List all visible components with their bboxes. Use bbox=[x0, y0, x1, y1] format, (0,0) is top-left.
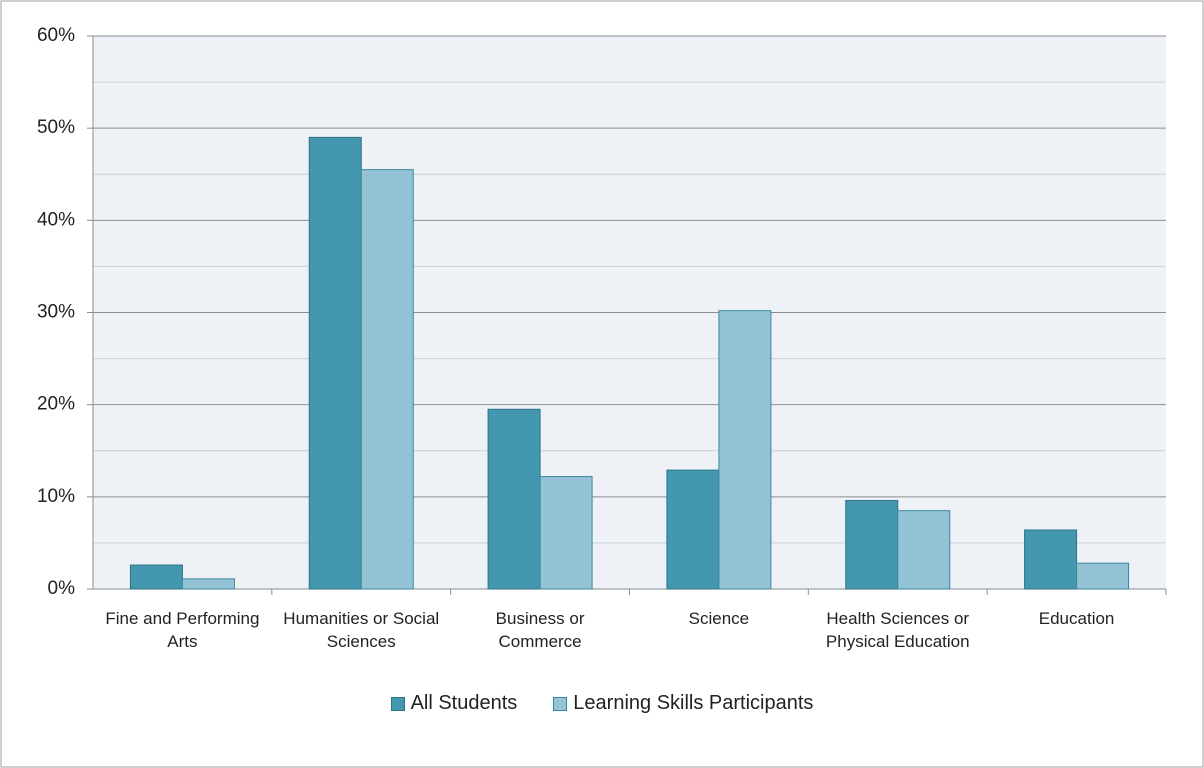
y-tick-label: 0% bbox=[48, 578, 76, 599]
x-tick-label: Business or Commerce bbox=[495, 609, 585, 651]
legend: All Students Learning Skills Participants bbox=[0, 692, 1204, 715]
bar bbox=[129, 564, 183, 590]
legend-swatch bbox=[390, 696, 405, 711]
bar bbox=[1076, 562, 1130, 590]
legend-item: All Students bbox=[390, 692, 518, 715]
bar bbox=[487, 408, 541, 590]
bar bbox=[845, 500, 899, 590]
bar bbox=[360, 169, 414, 590]
bar bbox=[718, 310, 772, 590]
bar bbox=[181, 578, 235, 590]
x-tick-label: Fine and Performing Arts bbox=[105, 609, 260, 651]
legend-label: All Students bbox=[410, 692, 518, 714]
legend-item: Learning Skills Participants bbox=[553, 692, 813, 715]
legend-label: Learning Skills Participants bbox=[573, 692, 814, 714]
y-tick-label: 60% bbox=[37, 25, 75, 46]
bar bbox=[308, 136, 362, 590]
y-tick-label: 30% bbox=[37, 302, 75, 323]
y-tick-label: 20% bbox=[37, 394, 75, 415]
y-tick-label: 40% bbox=[37, 209, 75, 230]
legend-swatch bbox=[553, 696, 568, 711]
bar bbox=[539, 476, 593, 590]
x-tick-label: Humanities or Social Sciences bbox=[283, 609, 440, 651]
x-tick-label: Science bbox=[688, 609, 750, 628]
x-tick-label: Health Sciences or Physical Education bbox=[825, 609, 970, 651]
bar bbox=[666, 469, 720, 590]
bar bbox=[897, 510, 951, 590]
x-tick-label: Education bbox=[1038, 609, 1115, 628]
y-tick-label: 50% bbox=[37, 117, 75, 138]
bar bbox=[1024, 529, 1078, 590]
y-tick-label: 10% bbox=[37, 486, 75, 507]
